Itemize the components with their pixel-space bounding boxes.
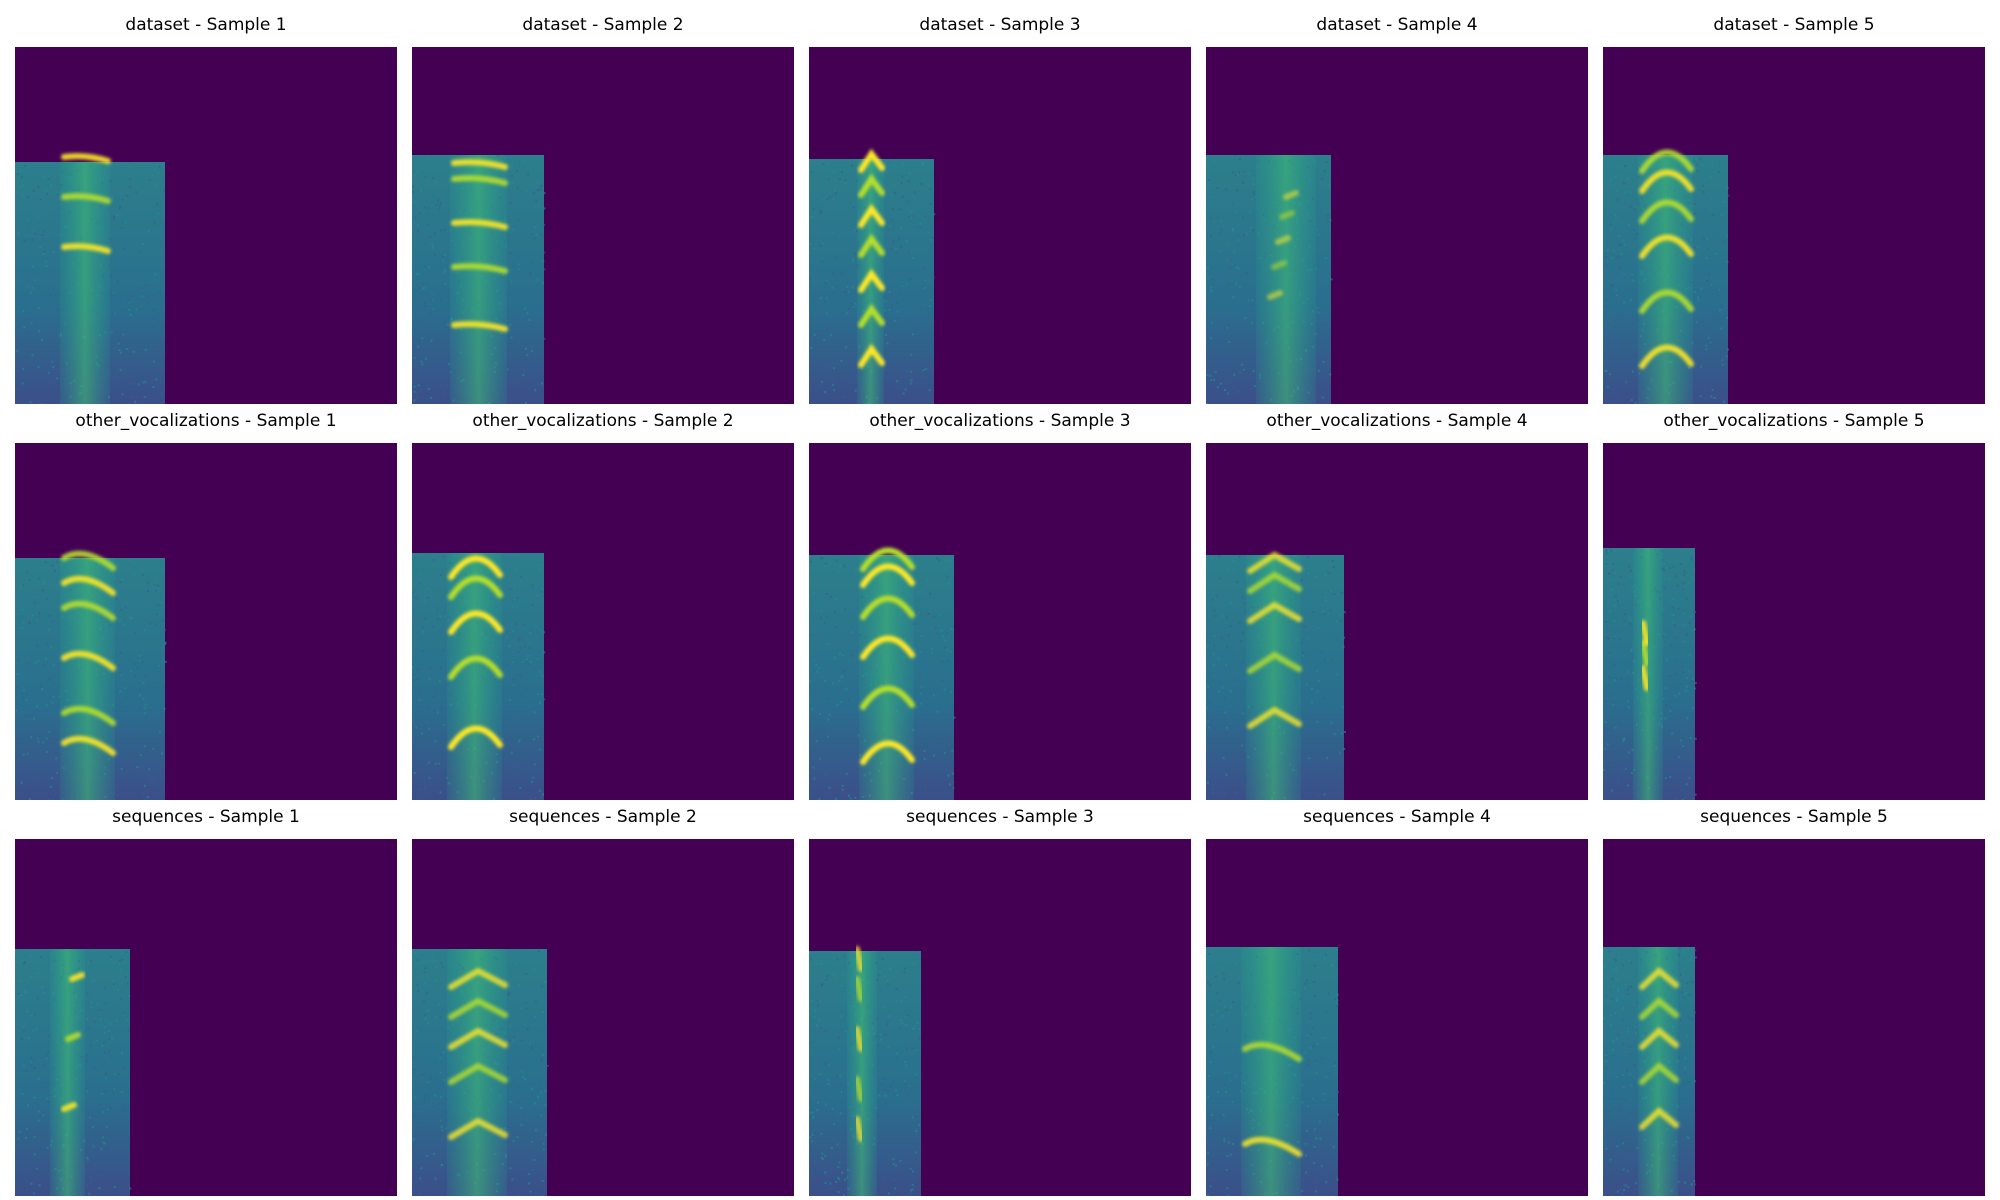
spectrogram-panel-other-vocalizations-2: other_vocalizations - Sample 2 — [412, 406, 794, 800]
panel-title: other_vocalizations - Sample 2 — [472, 411, 734, 431]
spectrogram-image — [1603, 839, 1985, 1196]
spectrogram-drawing — [412, 949, 549, 1196]
spectrogram-image — [1206, 47, 1588, 404]
spectrogram-drawing — [809, 946, 921, 1196]
spectrogram-image — [412, 839, 794, 1196]
panel-title: dataset - Sample 2 — [522, 15, 684, 35]
spectrogram-image — [1206, 839, 1588, 1196]
panel-title: other_vocalizations - Sample 5 — [1663, 411, 1925, 431]
panel-title: other_vocalizations - Sample 1 — [75, 411, 337, 431]
spectrogram-image — [1603, 47, 1985, 404]
panel-title: sequences - Sample 5 — [1700, 807, 1888, 827]
spectrogram-panel-sequences-1: sequences - Sample 1 — [15, 802, 397, 1196]
spectrogram-drawing — [1603, 149, 1730, 404]
panel-title: sequences - Sample 1 — [112, 807, 300, 827]
spectrogram-image — [412, 443, 794, 800]
spectrogram-panel-other-vocalizations-5: other_vocalizations - Sample 5 — [1603, 406, 1985, 800]
spectrogram-drawing — [1206, 155, 1333, 404]
spectrogram-image — [15, 839, 397, 1196]
spectrogram-drawing — [809, 148, 936, 404]
spectrogram-panel-sequences-4: sequences - Sample 4 — [1206, 802, 1588, 1196]
spectrogram-image — [412, 47, 794, 404]
spectrogram-panel-sequences-2: sequences - Sample 2 — [412, 802, 794, 1196]
panel-title: sequences - Sample 2 — [509, 807, 697, 827]
spectrogram-drawing — [1206, 551, 1346, 800]
spectrogram-panel-dataset-1: dataset - Sample 1 — [15, 10, 397, 404]
spectrogram-drawing — [15, 949, 132, 1196]
spectrogram-panel-sequences-3: sequences - Sample 3 — [809, 802, 1191, 1196]
panel-title: other_vocalizations - Sample 4 — [1266, 411, 1528, 431]
spectrogram-image — [809, 443, 1191, 800]
spectrogram-panel-sequences-5: sequences - Sample 5 — [1603, 802, 1985, 1196]
spectrogram-panel-dataset-4: dataset - Sample 4 — [1206, 10, 1588, 404]
spectrogram-panel-other-vocalizations-4: other_vocalizations - Sample 4 — [1206, 406, 1588, 800]
panel-title: other_vocalizations - Sample 3 — [869, 411, 1131, 431]
spectrogram-drawing — [1603, 947, 1697, 1196]
spectrogram-image — [1206, 443, 1588, 800]
spectrogram-drawing — [809, 547, 956, 800]
spectrogram-drawing — [412, 155, 546, 404]
spectrogram-image — [15, 47, 397, 404]
panel-title: dataset - Sample 5 — [1713, 15, 1875, 35]
spectrogram-panel-other-vocalizations-1: other_vocalizations - Sample 1 — [15, 406, 397, 800]
spectrogram-panel-dataset-3: dataset - Sample 3 — [809, 10, 1191, 404]
spectrogram-drawing — [1206, 947, 1339, 1196]
spectrogram-drawing — [1603, 548, 1697, 800]
spectrogram-panel-dataset-2: dataset - Sample 2 — [412, 10, 794, 404]
spectrogram-drawing — [15, 550, 167, 800]
panel-title: sequences - Sample 3 — [906, 807, 1094, 827]
panel-title: sequences - Sample 4 — [1303, 807, 1491, 827]
spectrogram-panel-dataset-5: dataset - Sample 5 — [1603, 10, 1985, 404]
spectrogram-panel-other-vocalizations-3: other_vocalizations - Sample 3 — [809, 406, 1191, 800]
spectrogram-drawing — [15, 153, 166, 404]
panel-title: dataset - Sample 1 — [125, 15, 287, 35]
panel-title: dataset - Sample 4 — [1316, 15, 1478, 35]
spectrogram-image — [1603, 443, 1985, 800]
spectrogram-image — [15, 443, 397, 800]
spectrogram-image — [809, 47, 1191, 404]
spectrogram-drawing — [412, 553, 546, 800]
panel-title: dataset - Sample 3 — [919, 15, 1081, 35]
spectrogram-image — [809, 839, 1191, 1196]
